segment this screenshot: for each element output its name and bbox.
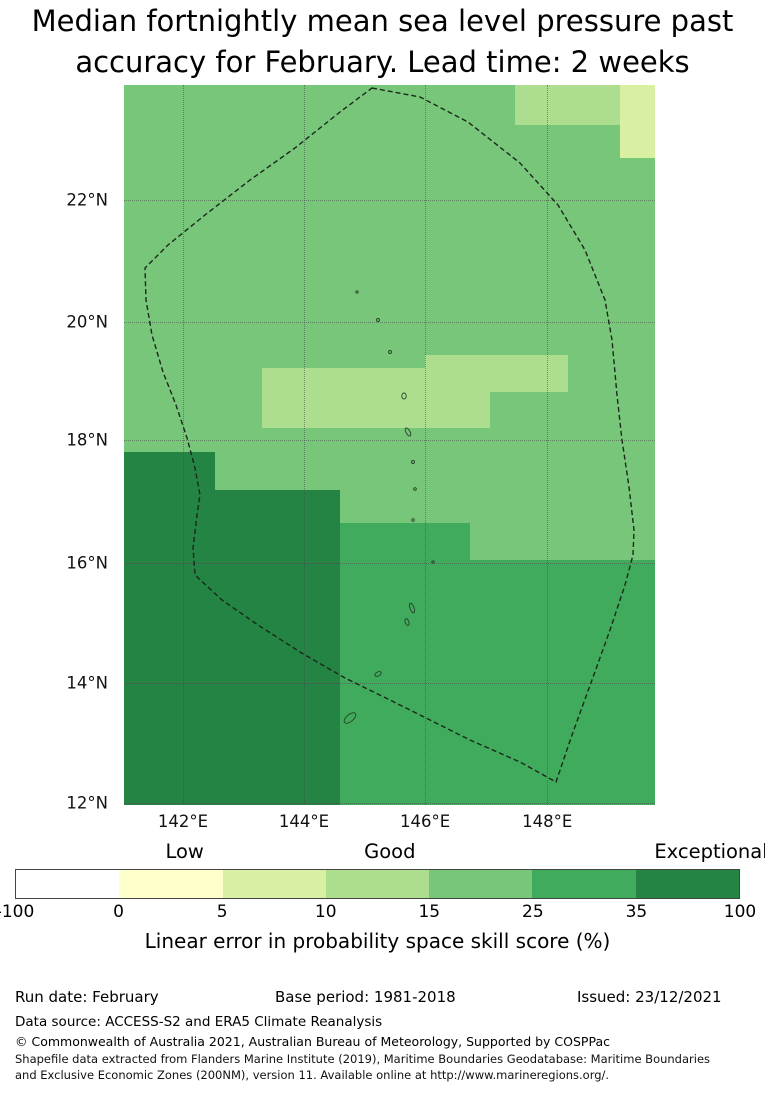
colorbar-tick-label: 10 xyxy=(314,902,337,922)
gridline-horizontal xyxy=(124,683,655,685)
data-source-label: Data source: ACCESS-S2 and ERA5 Climate … xyxy=(15,1014,383,1030)
map-gridlines xyxy=(124,85,655,805)
colorbar-segment xyxy=(429,870,533,898)
y-tick-label: 18°N xyxy=(66,430,108,450)
colorbar-tick-label: 35 xyxy=(625,902,648,922)
shapefile-attribution-line-1: Shapefile data extracted from Flanders M… xyxy=(15,1052,711,1066)
y-tick-label: 16°N xyxy=(66,553,108,573)
y-tick-label: 20°N xyxy=(66,312,108,332)
gridline-horizontal xyxy=(124,563,655,565)
footer-row: Run date: February Base period: 1981-201… xyxy=(0,988,765,1010)
map-regions-layer xyxy=(124,85,655,805)
colorbar-category-label: Low xyxy=(165,840,204,863)
y-axis: 22°N 20°N 18°N 16°N 14°N 12°N xyxy=(0,85,114,813)
x-tick-label: 144°E xyxy=(278,812,330,831)
mariana-islands-shapes xyxy=(343,290,435,724)
map-plot xyxy=(124,85,655,805)
colorbar-tick-label: 0 xyxy=(113,902,124,922)
issued-label: Issued: 23/12/2021 xyxy=(577,988,722,1006)
gridline-horizontal xyxy=(124,439,655,441)
y-tick-label: 22°N xyxy=(66,190,108,210)
y-tick-label: 14°N xyxy=(66,673,108,693)
x-tick-label: 148°E xyxy=(522,812,573,831)
colorbar-segment xyxy=(222,870,326,898)
y-tick-label: 12°N xyxy=(66,793,108,813)
gridline-vertical xyxy=(304,85,305,805)
colorbar-categories: Low Good Exceptional xyxy=(15,840,765,866)
colorbar-category-label: Good xyxy=(364,840,416,863)
colorbar-segment xyxy=(325,870,430,898)
colorbar-caption: Linear error in probability space skill … xyxy=(144,929,611,953)
colorbar-segment xyxy=(635,870,739,898)
colorbar xyxy=(15,869,740,899)
base-period-label: Base period: 1981-2018 xyxy=(275,988,456,1006)
gridline-horizontal xyxy=(124,200,655,202)
gridline-vertical xyxy=(425,85,427,805)
map-region xyxy=(214,490,341,805)
colorbar-tick-label: 25 xyxy=(522,902,544,922)
colorbar-tick-label: -100 xyxy=(0,902,35,922)
colorbar-tick-label: 100 xyxy=(723,902,757,922)
gridline-horizontal xyxy=(124,802,655,804)
gridline-vertical xyxy=(547,85,549,805)
footer: Run date: February Base period: 1981-201… xyxy=(0,988,765,1082)
eez-boundary-dashed-line xyxy=(144,87,635,784)
colorbar-ticks: -100 0 5 10 15 25 35 100 xyxy=(0,902,756,924)
title-line-1: Median fortnightly mean sea level pressu… xyxy=(31,3,734,38)
x-tick-label: 142°E xyxy=(157,812,209,831)
run-date-label: Run date: February xyxy=(15,988,159,1006)
x-axis: 142°E 144°E 146°E 148°E xyxy=(124,810,655,836)
map-region xyxy=(619,85,655,158)
title-line-2: accuracy for February. Lead time: 2 week… xyxy=(75,44,690,79)
map-region xyxy=(340,522,471,805)
colorbar-segment xyxy=(532,870,636,898)
map-region xyxy=(425,355,568,392)
copyright-label: © Commonwealth of Australia 2021, Austra… xyxy=(15,1034,610,1049)
gridline-horizontal xyxy=(124,321,655,323)
colorbar-segment xyxy=(16,870,120,898)
colorbar-tick-label: 5 xyxy=(216,902,228,922)
x-tick-label: 146°E xyxy=(399,812,451,831)
colorbar-segment xyxy=(119,870,223,898)
colorbar-category-label: Exceptional xyxy=(654,840,765,863)
figure-title: Median fortnightly mean sea level pressu… xyxy=(0,0,765,82)
eez-boundary-overlay xyxy=(144,87,635,784)
shapefile-attribution-line-2: and Exclusive Economic Zones (200NM), ve… xyxy=(15,1068,610,1082)
colorbar-tick-label: 15 xyxy=(418,902,441,922)
map-region xyxy=(124,452,215,805)
gridline-vertical xyxy=(182,85,184,805)
